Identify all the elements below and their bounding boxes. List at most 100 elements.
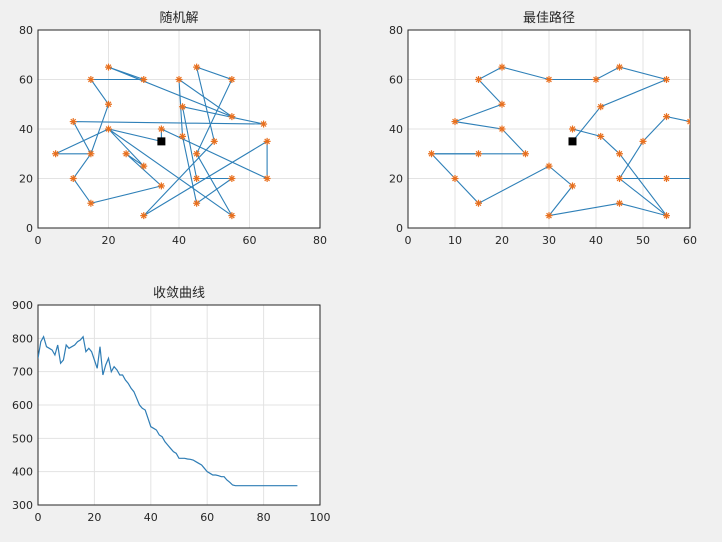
city-point: [545, 162, 553, 170]
city-point: [193, 150, 201, 158]
x-tick-label: 0: [35, 511, 42, 524]
x-tick-label: 100: [310, 511, 331, 524]
city-point: [179, 103, 187, 111]
city-point: [228, 76, 236, 83]
city-point: [140, 162, 148, 170]
city-point: [639, 137, 647, 145]
axes-frame: [407, 29, 691, 229]
city-point: [175, 76, 183, 83]
city-point: [157, 125, 165, 133]
x-tick-label: 60: [243, 234, 257, 247]
axes-frame: [37, 29, 321, 229]
x-tick-label: 60: [200, 511, 214, 524]
city-point: [522, 150, 529, 158]
city-point: [616, 199, 623, 207]
city-point: [87, 199, 95, 207]
city-point: [140, 76, 148, 83]
city-point: [179, 132, 187, 140]
city-point: [475, 199, 482, 207]
route-line: [55, 66, 268, 217]
y-tick-label: 80: [19, 24, 33, 37]
y-tick-label: 500: [12, 432, 33, 445]
city-point: [228, 113, 236, 121]
city-point: [663, 76, 670, 83]
city-point: [597, 103, 605, 111]
y-tick-label: 600: [12, 399, 33, 412]
city-point: [105, 125, 112, 133]
city-point: [69, 118, 77, 126]
city-point: [428, 150, 435, 158]
city-point: [263, 175, 271, 182]
x-tick-label: 0: [35, 234, 42, 247]
chart-panel-1: 0 10 20 30 40 50 60 0 20 40 60 80 最佳路径: [389, 10, 697, 247]
city-point: [597, 132, 605, 140]
city-point: [263, 137, 271, 145]
y-tick-label: 20: [19, 173, 33, 186]
city-point: [616, 175, 623, 182]
city-point: [87, 76, 95, 83]
city-point: [616, 150, 623, 158]
chart-panel-2: 0 20 40 60 80 100 300 400 500 600 700 800 900 收敛曲线: [12, 285, 331, 524]
city-point: [157, 182, 165, 190]
y-tick-label: 400: [12, 466, 33, 479]
y-tick-label: 40: [19, 123, 33, 136]
x-tick-label: 30: [542, 234, 556, 247]
chart-panel-0: 0 20 40 60 80 0 20 40 60 80 随机解: [19, 11, 327, 247]
city-point: [228, 175, 236, 182]
x-tick-label: 20: [87, 511, 101, 524]
x-tick-label: 80: [313, 234, 327, 247]
city-point: [663, 175, 670, 182]
city-point: [451, 118, 459, 126]
convergence-line: [38, 335, 298, 487]
city-point: [193, 199, 201, 207]
y-tick-label: 800: [12, 332, 33, 345]
y-tick-label: 300: [12, 499, 33, 512]
data-layer: [428, 63, 690, 220]
y-tick-label: 900: [12, 299, 33, 312]
city-point: [545, 76, 553, 83]
y-tick-label: 40: [389, 123, 403, 136]
x-tick-label: 60: [683, 234, 697, 247]
y-tick-label: 0: [396, 222, 403, 235]
city-point: [592, 76, 600, 83]
city-point: [663, 212, 670, 220]
city-point: [475, 150, 482, 158]
chart-title: 收敛曲线: [153, 285, 205, 301]
axes-frame: [37, 304, 321, 506]
depot-point: [568, 137, 577, 146]
x-tick-label: 40: [172, 234, 186, 247]
y-tick-label: 700: [12, 366, 33, 379]
city-point: [475, 76, 482, 83]
city-point: [569, 125, 576, 133]
city-point: [569, 182, 576, 190]
city-point: [686, 118, 690, 126]
city-point: [228, 212, 236, 220]
city-point: [210, 137, 218, 145]
depot-point: [157, 137, 166, 146]
city-point: [105, 100, 112, 108]
chart-title: 随机解: [159, 11, 198, 26]
city-point: [498, 63, 506, 71]
city-point: [87, 150, 95, 158]
city-point: [498, 100, 506, 108]
x-tick-label: 20: [102, 234, 116, 247]
city-point: [122, 150, 130, 158]
city-point: [616, 63, 623, 71]
data-layer: [38, 335, 298, 487]
x-tick-label: 10: [448, 234, 462, 247]
y-tick-label: 60: [389, 74, 403, 87]
y-tick-label: 60: [19, 74, 33, 87]
x-tick-label: 40: [144, 511, 158, 524]
data-layer: [52, 63, 271, 220]
y-tick-label: 0: [26, 222, 33, 235]
city-point: [451, 175, 459, 182]
x-tick-label: 0: [405, 234, 412, 247]
city-point: [52, 150, 60, 158]
city-point: [498, 125, 506, 133]
city-point: [260, 120, 268, 128]
city-point: [545, 212, 553, 220]
city-point: [140, 212, 148, 220]
y-tick-label: 80: [389, 24, 403, 37]
x-tick-label: 80: [257, 511, 271, 524]
